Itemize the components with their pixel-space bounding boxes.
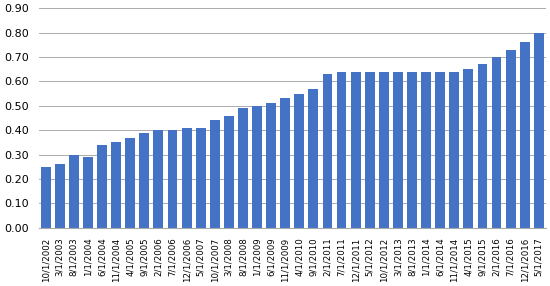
Bar xyxy=(407,72,417,228)
Bar xyxy=(322,74,332,228)
Bar xyxy=(139,133,149,228)
Bar xyxy=(379,72,389,228)
Bar xyxy=(69,155,79,228)
Bar xyxy=(210,120,219,228)
Bar xyxy=(365,72,375,228)
Bar xyxy=(238,108,248,228)
Bar xyxy=(41,167,51,228)
Bar xyxy=(97,145,107,228)
Bar xyxy=(477,64,487,228)
Bar xyxy=(421,72,431,228)
Bar xyxy=(520,42,530,228)
Bar xyxy=(125,138,135,228)
Bar xyxy=(309,89,318,228)
Bar xyxy=(294,94,304,228)
Bar xyxy=(266,103,276,228)
Bar xyxy=(153,130,163,228)
Bar xyxy=(492,57,502,228)
Bar xyxy=(337,72,346,228)
Bar xyxy=(534,33,544,228)
Bar xyxy=(224,116,234,228)
Bar xyxy=(168,130,178,228)
Bar xyxy=(182,128,191,228)
Bar xyxy=(449,72,459,228)
Bar xyxy=(55,164,65,228)
Bar xyxy=(464,69,474,228)
Bar xyxy=(393,72,403,228)
Bar xyxy=(280,98,290,228)
Bar xyxy=(196,128,206,228)
Bar xyxy=(351,72,361,228)
Bar xyxy=(83,157,93,228)
Bar xyxy=(111,142,121,228)
Bar xyxy=(505,50,515,228)
Bar xyxy=(435,72,445,228)
Bar xyxy=(252,106,262,228)
